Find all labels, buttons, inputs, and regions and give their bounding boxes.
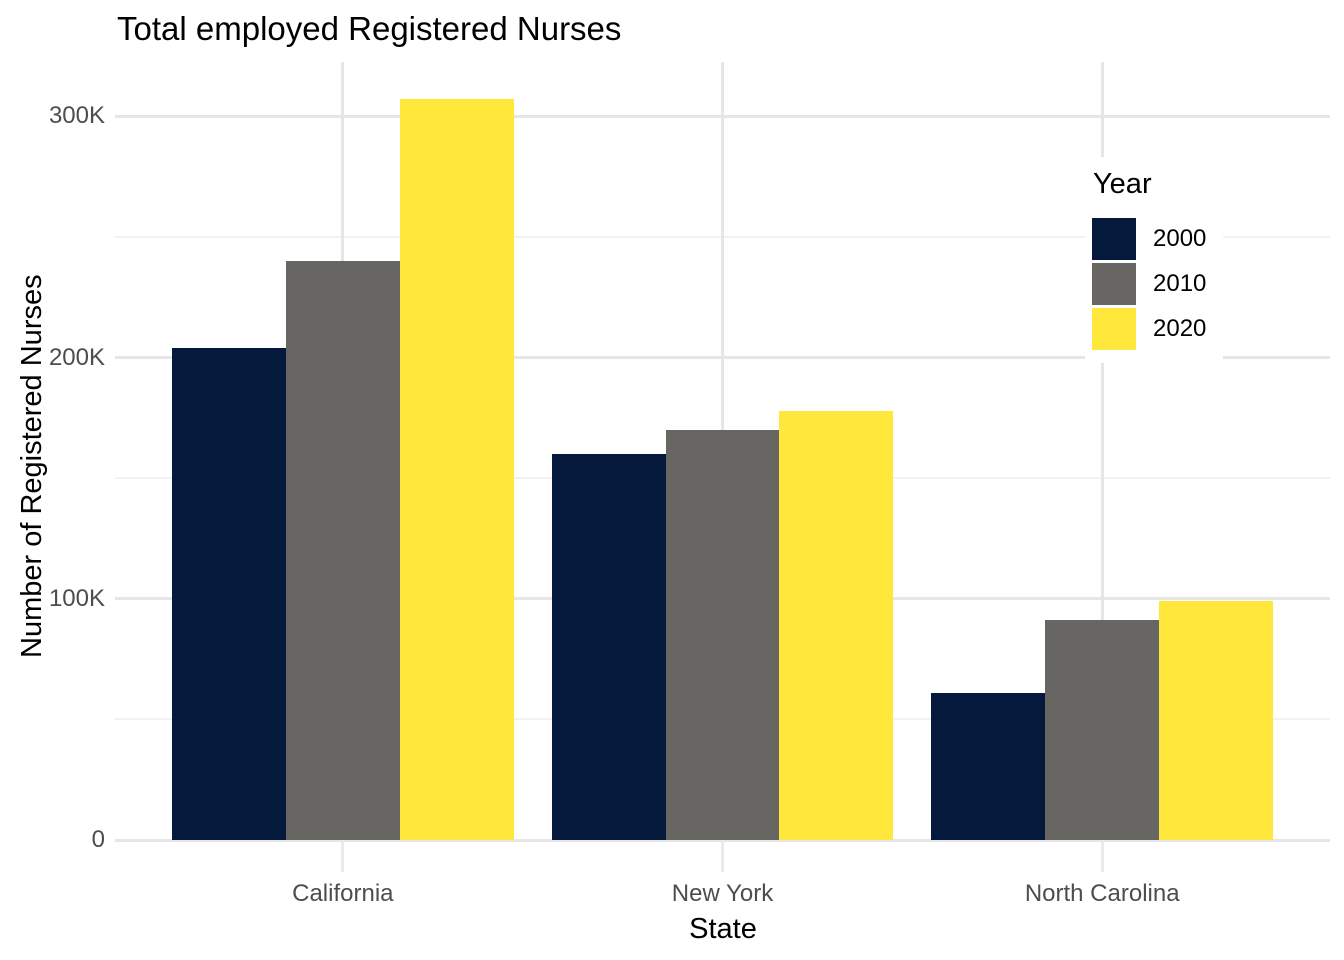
bar-north-carolina-2010	[1045, 620, 1160, 840]
legend-swatch-2000	[1092, 217, 1136, 260]
y-tick-label: 100K	[48, 584, 105, 612]
x-tick-mark	[341, 840, 345, 872]
legend-item: 2020	[1092, 307, 1223, 350]
legend-item-label: 2010	[1153, 269, 1207, 297]
legend-item: 2000	[1092, 217, 1223, 260]
x-axis-title: State	[689, 913, 757, 945]
x-tick-label: North Carolina	[1024, 880, 1180, 907]
y-tick-label: 300K	[48, 102, 105, 130]
bar-california-2020	[399, 99, 514, 840]
x-tick-label: California	[292, 880, 394, 907]
plot-area	[115, 62, 1330, 842]
bar-north-carolina-2000	[931, 692, 1046, 840]
legend-title: Year	[1093, 168, 1152, 200]
legend-swatch-2020	[1092, 307, 1136, 350]
y-tick-label: 0	[91, 826, 105, 853]
chart-title: Total employed Registered Nurses	[117, 10, 622, 47]
legend-items: 2000 2010 2020	[1085, 217, 1223, 350]
bar-new-york-2020	[779, 410, 894, 840]
legend-swatch-2010	[1092, 262, 1136, 305]
x-tick-mark	[1100, 840, 1104, 872]
bar-new-york-2010	[665, 429, 780, 840]
gridline-major-v	[1100, 62, 1104, 840]
bar-north-carolina-2020	[1159, 601, 1274, 840]
y-tick-label: 200K	[48, 343, 105, 371]
legend-item: 2010	[1092, 262, 1223, 305]
bar-california-2000	[171, 347, 286, 840]
bar-new-york-2000	[551, 454, 666, 840]
legend-item-label: 2020	[1153, 314, 1207, 342]
legend-item-label: 2000	[1153, 224, 1207, 252]
legend: Year 2000 2010 2020	[1085, 157, 1223, 363]
x-tick-mark	[721, 840, 724, 872]
x-tick-label: New York	[671, 880, 774, 907]
bar-california-2010	[285, 261, 400, 840]
